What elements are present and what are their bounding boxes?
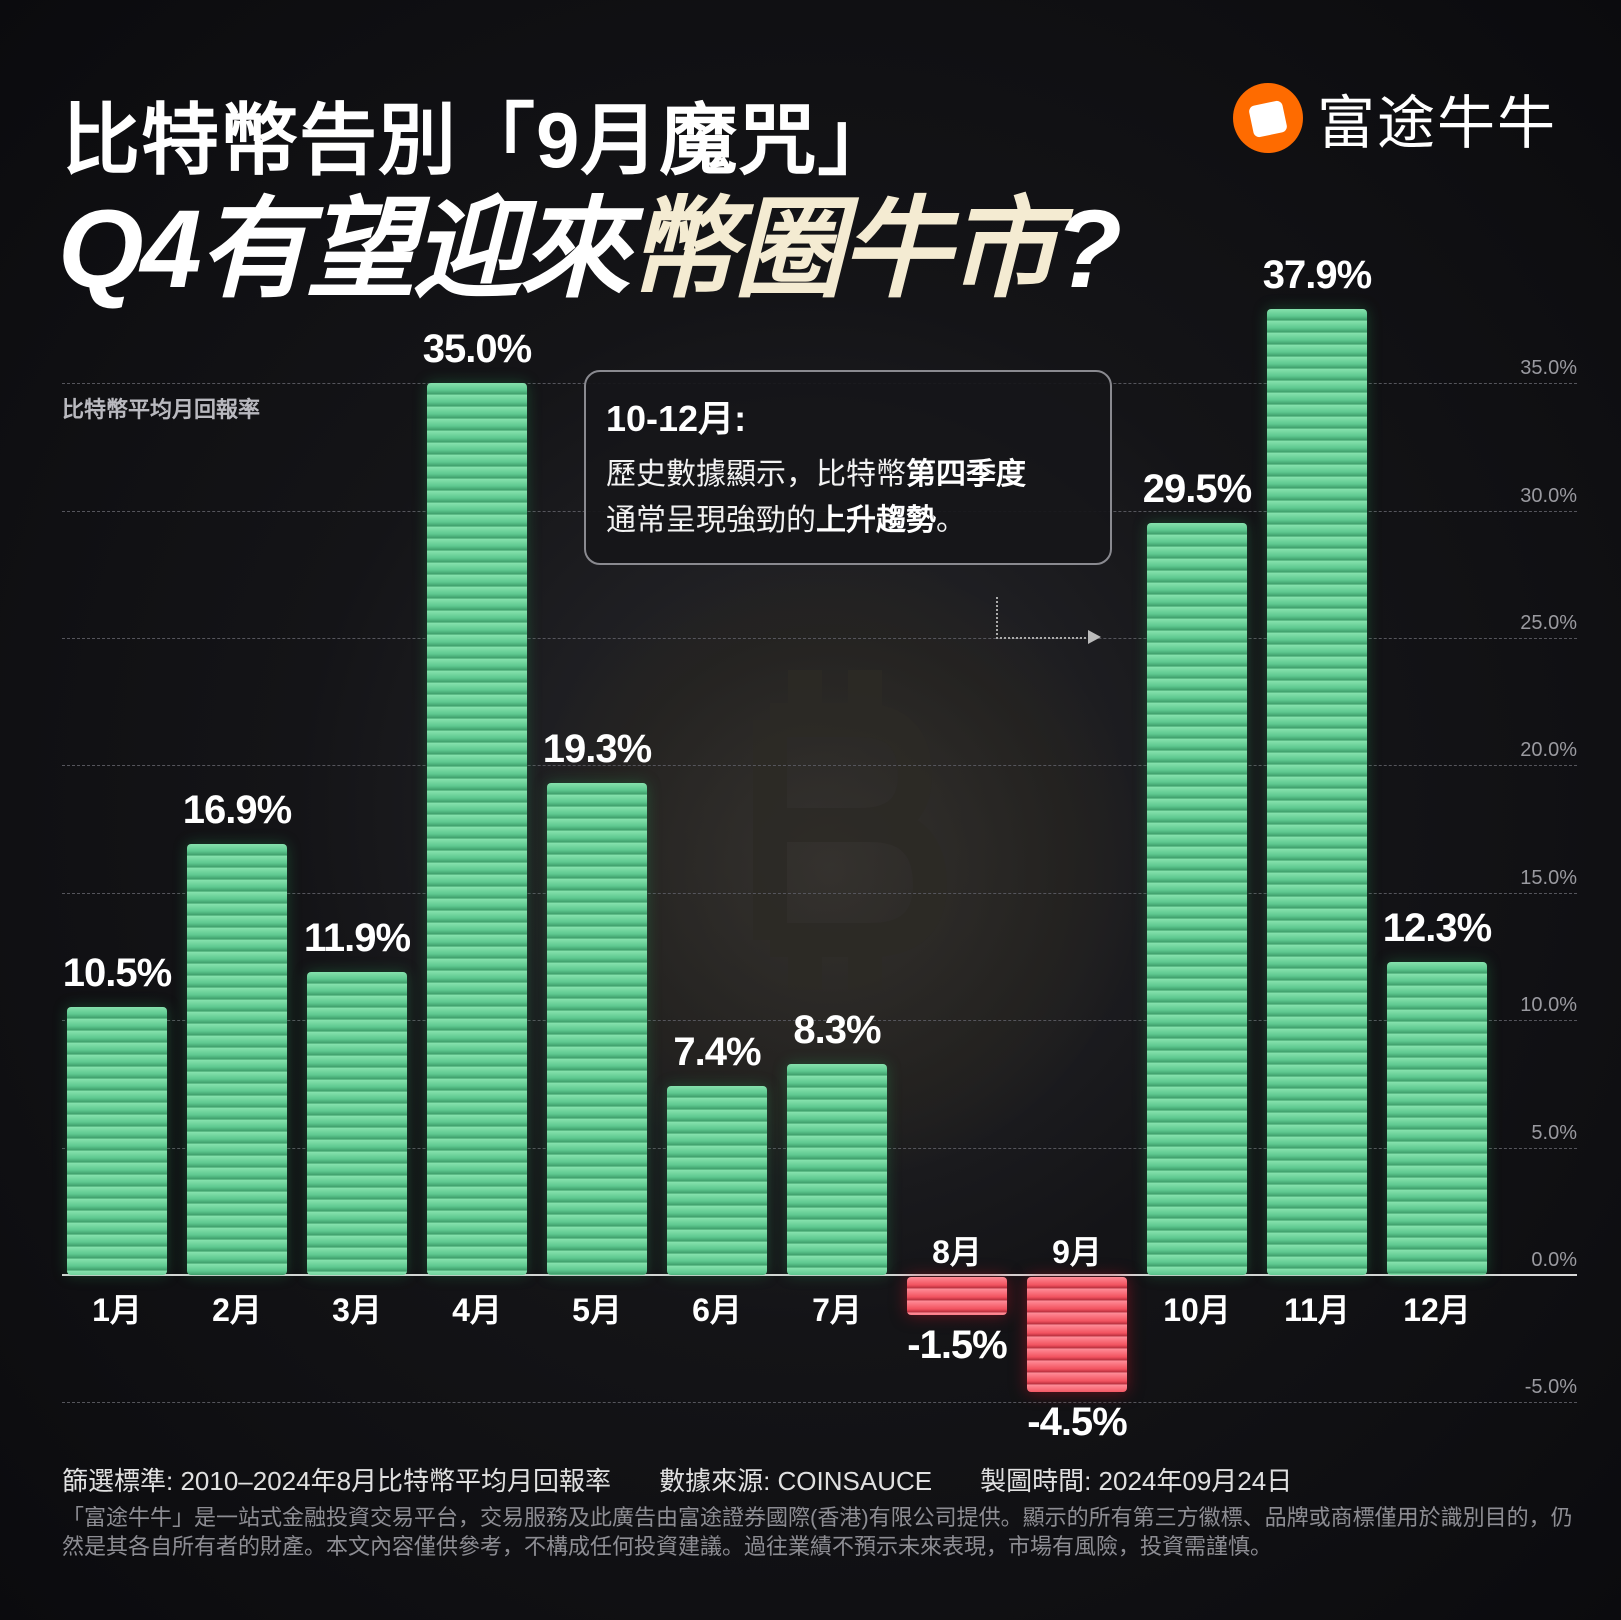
gridline [62,1402,1577,1404]
bar-1 [67,1007,167,1275]
title-line1: 比特幣告別「9月魔咒」 [62,96,897,184]
value-label: 12.3% [1382,905,1492,950]
zero-axis [62,1274,1577,1276]
title-end: ? [1054,188,1122,311]
y-tick-label: 15.0% [1520,866,1577,889]
month-label: 10月 [1163,1292,1231,1328]
bar-3 [307,971,407,1275]
bitcoin-symbol-icon [753,670,948,990]
footer-source: 數據來源: COINSAUCE [659,1466,933,1496]
callout-heading: 10-12月: [606,398,747,439]
month-label: 4月 [452,1292,502,1328]
brand-logo: 富途牛牛 [1233,76,1557,160]
callout-text: 。 [936,504,966,537]
bar-11 [1267,309,1367,1275]
title-highlight: 幣圈牛市 [626,188,1058,311]
callout-bold: 第四季度 [906,458,1026,491]
y-tick-label: -5.0% [1524,1376,1577,1399]
logo-text: 富途牛牛 [1317,91,1558,156]
y-tick-label: 0.0% [1531,1249,1577,1271]
month-label: 9月 [1052,1234,1102,1270]
footer-date: 製圖時間: 2024年09月24日 [980,1466,1293,1496]
callout-text: 通常呈現強勁的 [606,504,816,537]
bar-7 [787,1063,887,1275]
value-label: 10.5% [62,951,172,996]
bar-5 [547,783,647,1275]
title-plain: Q4有望迎來 [58,188,630,311]
y-tick-label: 25.0% [1520,612,1577,634]
q4-callout: 10-12月: 歷史數據顯示，比特幣第四季度 通常呈現強勁的上升趨勢。 [584,370,1112,565]
footer-criteria: 篩選標準: 2010–2024年8月比特幣平均月回報率 [62,1466,612,1496]
callout-line1: 歷史數據顯示，比特幣第四季度 [606,452,1090,498]
value-label: 8.3% [793,1007,881,1052]
gridline [62,765,1577,767]
footer-disclaimer: 「富途牛牛」是一站式金融投資交易平台，交易服務及此廣告由富途證券國際(香港)有限… [62,1505,1573,1559]
bar-2 [187,844,287,1275]
chart-subtitle: 比特幣平均月回報率 [62,397,261,422]
value-label: 19.3% [542,727,652,772]
y-tick-label: 5.0% [1531,1121,1577,1144]
y-tick-label: 20.0% [1520,739,1577,762]
month-label: 6月 [692,1292,742,1328]
gridline [62,1020,1577,1022]
month-label: 1月 [92,1292,142,1328]
bar-9 [1027,1277,1127,1392]
title-line2: Q4有望迎來幣圈牛市? [58,195,1122,305]
bar-12 [1387,961,1487,1275]
value-label: 7.4% [673,1030,761,1075]
callout-text: 歷史數據顯示，比特幣 [606,458,906,491]
bull-logo-icon [1233,83,1303,153]
month-label: 2月 [212,1292,262,1328]
value-label: -1.5% [907,1323,1008,1368]
bar-6 [667,1086,767,1275]
gridline [62,892,1577,894]
month-label: 11月 [1284,1292,1350,1328]
month-label: 7月 [812,1292,862,1328]
month-label: 5月 [572,1292,622,1328]
month-label: 3月 [332,1292,382,1328]
callout-line2: 通常呈現強勁的上升趨勢。 [606,498,1090,544]
dotted-arrow [996,597,1094,639]
arrow-head-icon [1088,630,1101,644]
y-tick-label: 35.0% [1520,357,1577,380]
bar-8 [907,1277,1007,1316]
bar-4 [427,383,527,1275]
value-label: -4.5% [1027,1399,1128,1444]
y-tick-label: 10.0% [1520,994,1577,1017]
month-label: 12月 [1403,1292,1471,1328]
gridline [62,638,1577,639]
value-label: 16.9% [182,788,292,833]
value-label: 11.9% [303,915,411,960]
value-label: 29.5% [1142,467,1252,512]
footer-meta: 篩選標準: 2010–2024年8月比特幣平均月回報率 數據來源: COINSAU… [62,1461,1340,1498]
value-label: 37.9% [1262,253,1372,298]
y-tick-label: 30.0% [1520,484,1577,507]
month-label: 8月 [932,1234,982,1270]
bar-10 [1147,523,1247,1275]
callout-bold: 上升趨勢 [816,504,936,537]
value-label: 35.0% [422,327,532,372]
